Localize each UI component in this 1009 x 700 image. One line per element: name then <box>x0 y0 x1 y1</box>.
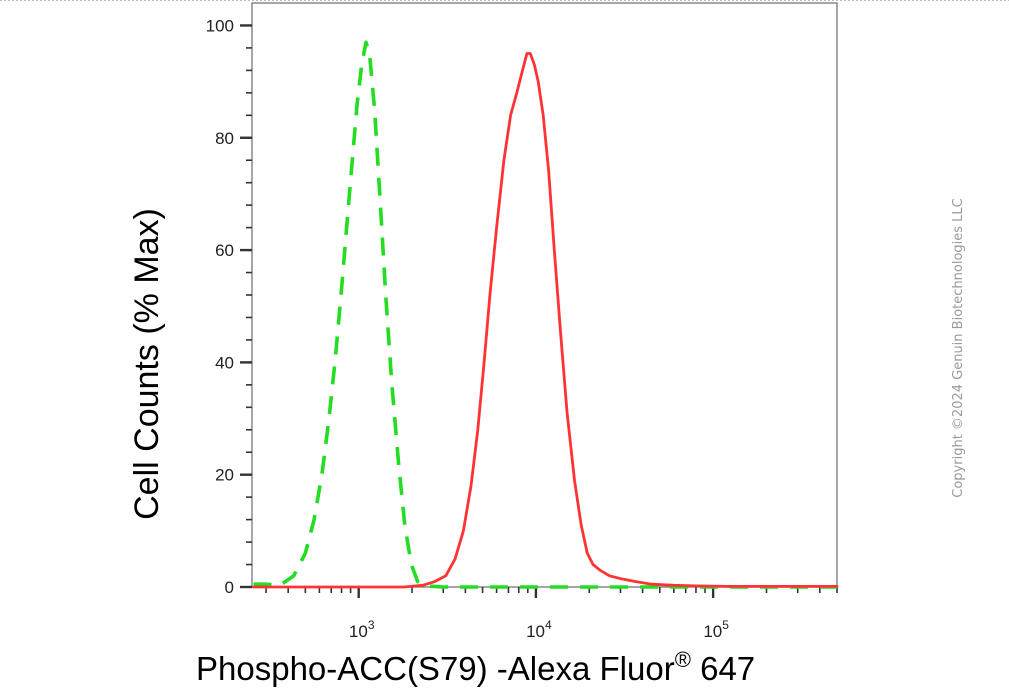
x-tick-label: 104 <box>526 618 552 641</box>
y-tick-label: 0 <box>225 578 234 597</box>
y-tick-label: 60 <box>215 241 234 260</box>
x-axis-title: Phospho-ACC(S79) -Alexa Fluor® 647 <box>196 647 755 687</box>
x-tick-label: 105 <box>703 618 729 641</box>
x-axis-title-suffix: 647 <box>691 650 755 687</box>
x-tick-exponent: 4 <box>545 618 552 632</box>
copyright-text: Copyright ©2024 Genuin Biotechnologies L… <box>951 198 966 497</box>
x-axis: 103 104 105 <box>265 587 838 641</box>
x-tick-exponent: 3 <box>368 618 375 632</box>
series-line-sample <box>252 52 839 589</box>
x-tick-label: 103 <box>349 618 375 641</box>
x-axis-title-registered-mark: ® <box>675 647 691 672</box>
plot-frame <box>251 2 838 588</box>
x-tick-base: 10 <box>349 622 368 641</box>
y-tick-label: 20 <box>215 466 234 485</box>
series-layer <box>252 40 839 589</box>
x-tick-base: 10 <box>703 622 722 641</box>
x-axis-title-main: Phospho-ACC(S79) -Alexa Fluor <box>196 650 675 687</box>
y-axis-title: Cell Counts (% Max) <box>128 208 166 520</box>
x-tick-base: 10 <box>526 622 545 641</box>
x-tick-exponent: 5 <box>722 618 729 632</box>
y-tick-label: 40 <box>215 353 234 372</box>
y-axis: 0 20 40 60 80 100 <box>206 16 252 597</box>
y-tick-label: 80 <box>215 129 234 148</box>
y-tick-label: 100 <box>206 16 234 35</box>
